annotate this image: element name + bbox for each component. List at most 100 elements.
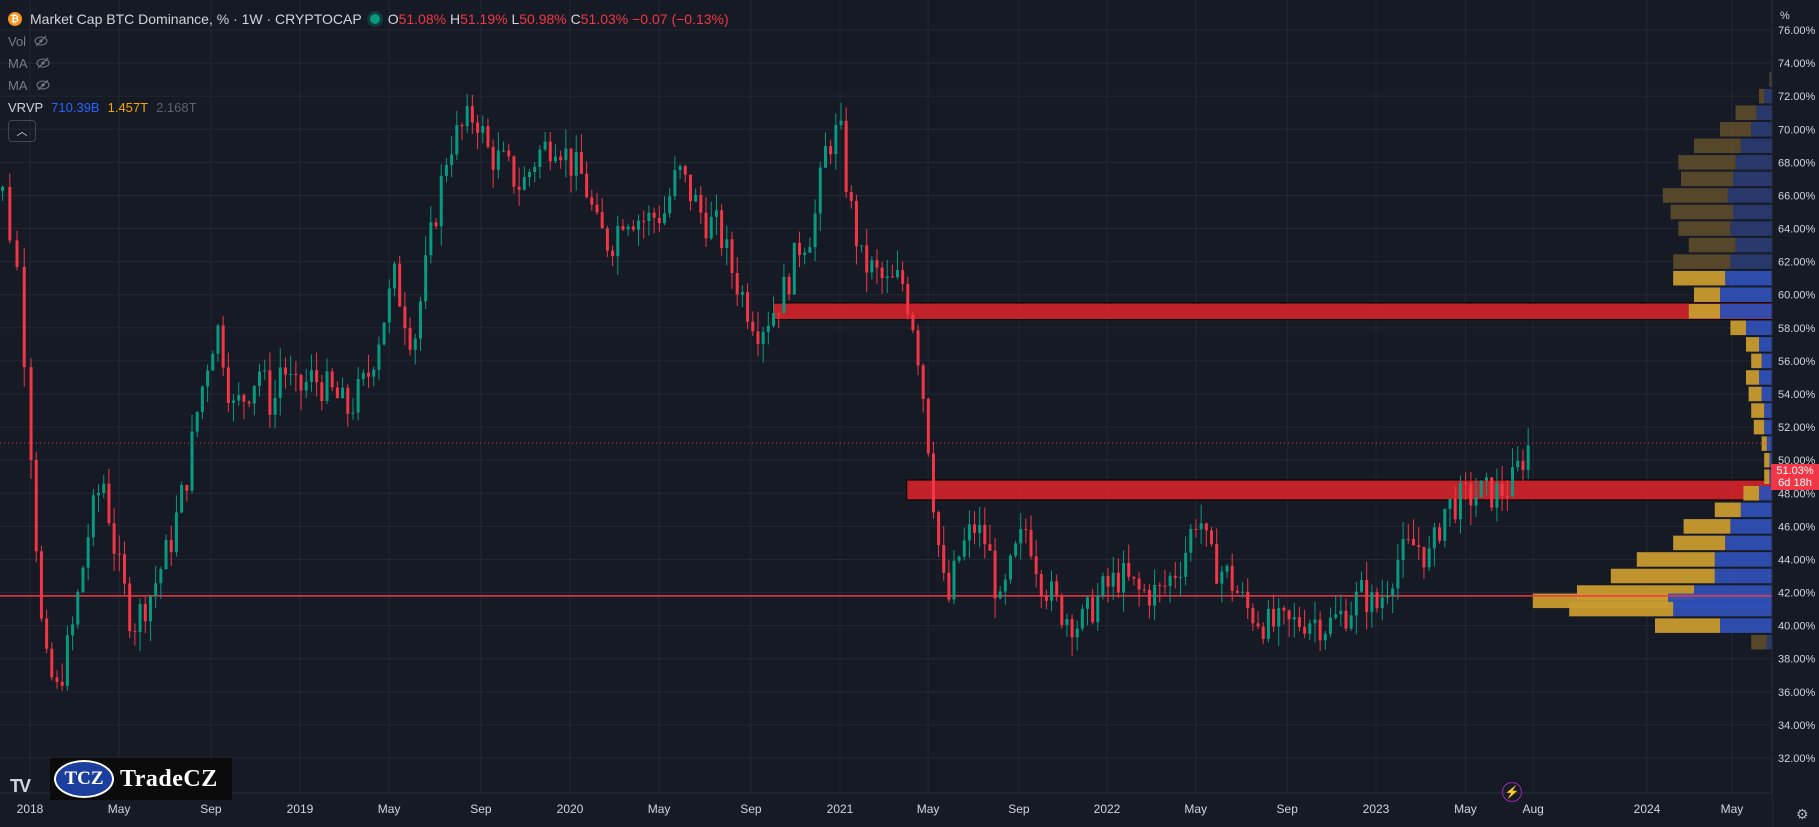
vp-bar-up <box>1764 88 1772 104</box>
settings-gear-icon[interactable]: ⚙ <box>1796 806 1809 822</box>
candle-body <box>351 412 355 414</box>
bitcoin-icon: ₿ <box>8 12 22 26</box>
time-axis <box>0 793 1772 827</box>
candle-body <box>533 166 537 172</box>
x-tick-label: May <box>917 802 940 816</box>
candle-body <box>169 539 173 553</box>
candle-body <box>1401 538 1405 561</box>
candle-body <box>398 263 402 307</box>
y-tick-label: 42.00% <box>1778 588 1816 600</box>
candle-body <box>699 194 703 213</box>
vp-bar-up <box>1770 72 1772 87</box>
candle-body <box>1034 556 1038 575</box>
vp-bar-up <box>1733 171 1772 187</box>
candle-body <box>1261 626 1265 639</box>
candle-body <box>45 618 49 649</box>
candle-body <box>1505 496 1509 498</box>
candle-body <box>289 373 293 375</box>
vp-bar-down <box>1636 552 1715 567</box>
vp-bar-down <box>1753 419 1765 435</box>
candle-body <box>8 186 12 241</box>
candle-body <box>22 266 26 368</box>
candle-body <box>725 239 729 248</box>
candle-body <box>993 550 997 599</box>
tradingview-logo-icon[interactable]: TV <box>10 776 31 796</box>
vp-bar-up <box>1714 552 1772 567</box>
candle-body <box>1215 544 1219 584</box>
candle-body <box>1029 529 1033 557</box>
x-tick-label: May <box>378 802 401 816</box>
candle-body <box>372 369 376 377</box>
tcz-badge: TCZ <box>54 760 114 798</box>
vp-bar-up <box>1740 138 1772 154</box>
candle-body <box>1209 530 1213 545</box>
lightning-icon[interactable]: ⚡ <box>1502 782 1522 802</box>
resistance-zone-2 <box>906 479 1773 501</box>
candle-body <box>1417 545 1421 547</box>
candle-body <box>346 387 350 414</box>
candle-body <box>299 375 303 391</box>
candle-body <box>268 370 272 415</box>
eye-off-icon[interactable] <box>36 78 50 92</box>
candle-body <box>517 186 521 190</box>
candle-body <box>1096 595 1100 623</box>
candle-body <box>237 395 241 401</box>
vp-bar-down <box>1769 72 1771 87</box>
indicator-ma-2[interactable]: MA <box>8 74 729 96</box>
candle-body <box>1075 628 1079 638</box>
candle-body <box>1375 592 1379 609</box>
indicator-ma-1[interactable]: MA <box>8 52 729 74</box>
candle-body <box>772 313 776 326</box>
candle-body <box>1287 610 1291 620</box>
candle-body <box>673 169 677 197</box>
symbol-title[interactable]: Market Cap BTC Dominance, % · 1W · CRYPT… <box>30 11 362 27</box>
vp-bar-down <box>1670 204 1733 220</box>
candle-body <box>844 120 848 192</box>
candle-body <box>1225 565 1229 572</box>
candle-body <box>476 122 480 133</box>
vp-bar-up <box>1730 254 1772 269</box>
candle-body <box>947 572 951 600</box>
candle-body <box>1406 538 1410 540</box>
candle-body <box>71 624 75 636</box>
chevron-up-icon[interactable]: ︿ <box>8 120 36 142</box>
indicator-vol[interactable]: Vol <box>8 30 729 52</box>
candle-body <box>91 495 95 538</box>
candle-body <box>39 551 43 619</box>
candle-body <box>1349 615 1353 629</box>
candle-body <box>1220 571 1224 584</box>
candle-body <box>1008 555 1012 580</box>
indicator-vrvp[interactable]: VRVP 710.39B 1.457T 2.168T <box>8 99 197 115</box>
eye-off-icon[interactable] <box>36 56 50 70</box>
x-tick-label: May <box>648 802 671 816</box>
candle-body <box>803 252 807 256</box>
x-tick-label: 2018 <box>17 802 44 816</box>
candle-body <box>450 154 454 165</box>
candle-body <box>1241 591 1245 593</box>
y-tick-label: 40.00% <box>1778 621 1816 633</box>
x-tick-label: Sep <box>1277 802 1299 816</box>
vp-bar-down <box>1751 403 1765 418</box>
candle-body <box>335 387 339 399</box>
candle-body <box>377 344 381 370</box>
x-tick-label: 2024 <box>1634 802 1661 816</box>
candle-body <box>1091 597 1095 623</box>
candle-body <box>942 545 946 573</box>
candle-body <box>356 378 360 413</box>
vp-bar-down <box>1746 337 1759 352</box>
candle-body <box>1204 523 1208 531</box>
candle-body <box>720 210 724 248</box>
candle-body <box>403 306 407 329</box>
candle-body <box>1464 482 1468 484</box>
eye-off-icon[interactable] <box>34 34 48 48</box>
vp-bar-down <box>1678 155 1736 170</box>
vp-bar-up <box>1720 304 1772 319</box>
candle-body <box>916 330 920 366</box>
y-tick-label: 46.00% <box>1778 521 1816 533</box>
y-tick-label: 44.00% <box>1778 554 1816 566</box>
candle-body <box>1469 483 1473 506</box>
candle-body <box>621 226 625 230</box>
x-tick-label: 2023 <box>1363 802 1390 816</box>
y-tick-label: 58.00% <box>1778 323 1816 335</box>
